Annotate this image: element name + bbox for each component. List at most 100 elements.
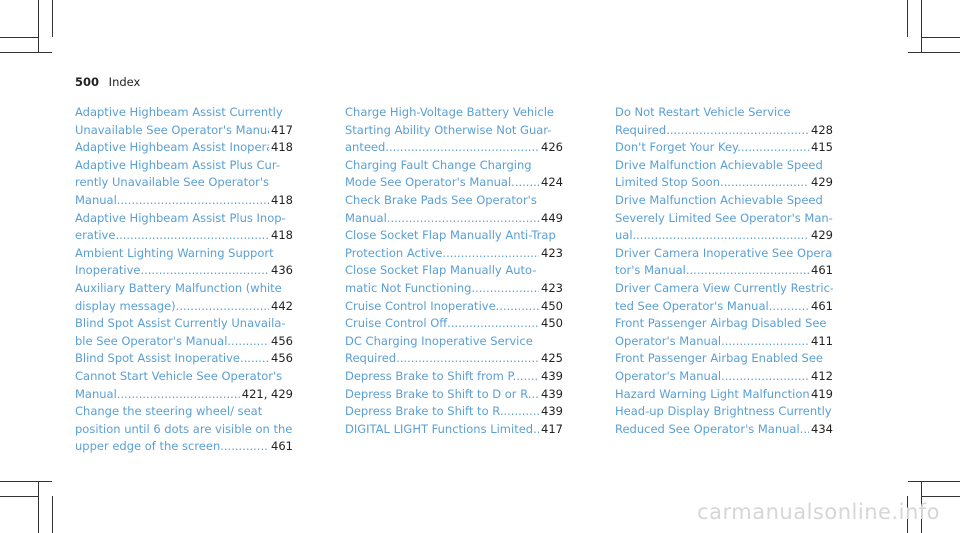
index-entry[interactable]: Drive Malfunction Achievable Speed Limite… (615, 157, 833, 192)
crop-mark (0, 496, 38, 497)
index-entry[interactable]: Depress Brake to Shift from P...........… (345, 367, 563, 386)
index-entry[interactable]: Cruise Control Inoperative..............… (345, 297, 563, 316)
index-entry[interactable]: DC Charging Inoperative Service Required.… (345, 333, 563, 368)
page-reference: 442 (269, 297, 293, 316)
crop-mark (38, 0, 39, 52)
entry-text: Drive Malfunction Achievable Speed (615, 192, 823, 207)
index-entry[interactable]: Cruise Control Off......................… (345, 315, 563, 333)
crop-mark (922, 496, 960, 497)
index-entry[interactable]: Charging Fault Change Charging Mode See O… (345, 157, 563, 192)
page-reference: 423 (539, 279, 563, 298)
page-reference: 417 (539, 420, 563, 439)
entry-text: Unavailable See Operator's Manual (75, 122, 278, 137)
entry-text: upper edge of the screen (75, 439, 221, 454)
page-reference: 436 (269, 262, 293, 280)
page-reference: 418 (269, 227, 293, 245)
entry-text: tor's Manual (615, 263, 686, 278)
index-entry[interactable]: Depress Brake to Shift to R.............… (345, 403, 563, 421)
index-entry[interactable]: Blind Spot Assist Currently Unavaila-ble… (75, 315, 293, 351)
entry-text: anteed (345, 140, 386, 155)
index-entry[interactable]: Close Socket Flap Manually Anti-Trap Prot… (345, 227, 563, 263)
entry-text: Auxiliary Battery Malfunction (white (75, 280, 282, 295)
crop-mark (38, 481, 39, 533)
entry-text: Depress Brake to Shift to D or R (345, 386, 528, 401)
leader-dots: ........................................… (396, 351, 563, 366)
entry-text: ble See Operator's Manual (75, 333, 228, 348)
index-entry[interactable]: Adaptive Highbeam Assist Plus Inop-erati… (75, 210, 293, 245)
index-column-3: Do Not Restart Vehicle Service Required..… (615, 104, 833, 439)
leader-dots: ........................................… (666, 122, 833, 137)
entry-text: Protection Active (345, 245, 443, 260)
page-reference: 424 (539, 174, 563, 192)
page-title: Index (108, 75, 141, 89)
entry-text: rently Unavailable See Operator's (75, 175, 270, 190)
index-entry[interactable]: Charge High-Voltage Battery Vehicle Start… (345, 104, 563, 157)
index-entry[interactable]: Adaptive Highbeam Assist Inoperative....… (75, 139, 293, 157)
index-entry[interactable]: Adaptive Highbeam Assist Plus Cur-rently… (75, 157, 293, 210)
page-reference: 415 (809, 139, 833, 157)
entry-text: position until 6 dots are visible on the (75, 421, 293, 436)
crop-mark (922, 37, 960, 38)
entry-text: Manual (75, 386, 117, 401)
index-entry[interactable]: Driver Camera View Currently Restric-ted… (615, 280, 833, 316)
entry-text: DIGITAL LIGHT Functions Limited (345, 421, 534, 436)
entry-text: Severely Limited See Operator's Man- (615, 210, 833, 225)
leader-dots: ........................................… (447, 316, 563, 331)
page-reference: 423 (539, 244, 563, 263)
page-reference: 449 (539, 209, 563, 228)
leader-dots: ........................................… (685, 263, 833, 278)
index-entry[interactable]: DIGITAL LIGHT Functions Limited.........… (345, 420, 563, 439)
watermark: carmanualsonline.info (697, 500, 940, 524)
entry-text: Inoperative (75, 263, 141, 278)
entry-text: Cruise Control Off (345, 316, 448, 331)
crop-mark (0, 481, 52, 482)
index-entry[interactable]: Depress Brake to Shift to D or R........… (345, 385, 563, 404)
entry-text: Adaptive Highbeam Assist Plus Inop- (75, 210, 286, 225)
entry-text: Charge High-Voltage Battery Vehicle (345, 105, 554, 119)
page-reference: 428 (809, 121, 833, 140)
crop-mark (908, 481, 960, 482)
entry-text: erative (75, 228, 116, 243)
index-entry[interactable]: Ambient Lighting Warning Support Inoperat… (75, 245, 293, 280)
index-entry[interactable]: Cannot Start Vehicle See Operator's Manua… (75, 368, 293, 404)
page-reference: 425 (539, 350, 563, 368)
page-reference: 412 (809, 367, 833, 386)
entry-text: Starting Ability Otherwise Not Guar- (345, 122, 552, 137)
entry-text: Adaptive Highbeam Assist Currently (75, 105, 283, 119)
entry-text: Close Socket Flap Manually Auto- (345, 263, 537, 278)
entry-text: Limited Stop Soon (615, 175, 720, 190)
index-entry[interactable]: Drive Malfunction Achievable Speed Severe… (615, 192, 833, 245)
index-entry[interactable]: Do Not Restart Vehicle Service Required..… (615, 104, 833, 140)
page-reference: 450 (539, 297, 563, 316)
entry-text: Blind Spot Assist Inoperative (75, 351, 240, 366)
index-entry[interactable]: Head-up Display Brightness Currently Redu… (615, 403, 833, 439)
index-entry[interactable]: Blind Spot Assist Inoperative...........… (75, 350, 293, 368)
entry-text: Don't Forget Your Key (615, 140, 738, 155)
index-entry[interactable]: Close Socket Flap Manually Auto-matic No… (345, 262, 563, 298)
leader-dots: ........................................… (115, 228, 293, 243)
index-entry[interactable]: Auxiliary Battery Malfunction (white disp… (75, 280, 293, 316)
page-reference: 461 (809, 262, 833, 280)
leader-dots: ........................................… (442, 245, 563, 260)
page-reference: 456 (269, 350, 293, 368)
index-entry[interactable]: Front Passenger Airbag Enabled See Operat… (615, 350, 833, 386)
page-reference: 434 (809, 420, 833, 439)
index-entry[interactable]: Check Brake Pads See Operator's Manual...… (345, 192, 563, 228)
leader-dots: ........................................… (632, 228, 833, 243)
entry-text: Close Socket Flap Manually Anti-Trap (345, 228, 556, 243)
entry-text: Front Passenger Airbag Enabled See (615, 351, 823, 366)
index-entry[interactable]: Don't Forget Your Key...................… (615, 139, 833, 157)
leader-dots: ........................................… (721, 333, 833, 348)
entry-text: Mode See Operator's Manual (345, 175, 512, 190)
leader-dots: ........................................… (720, 175, 833, 190)
index-entry[interactable]: Driver Camera Inoperative See Opera-tor'… (615, 245, 833, 280)
entry-text: Operator's Manual (615, 368, 722, 383)
index-entry[interactable]: Front Passenger Airbag Disabled See Opera… (615, 315, 833, 351)
index-entry[interactable]: Adaptive Highbeam Assist Currently Unavai… (75, 104, 293, 140)
index-entry[interactable]: Change the steering wheel/ seat position … (75, 403, 293, 456)
entry-text: Ambient Lighting Warning Support (75, 245, 274, 260)
page-reference: 461 (809, 297, 833, 316)
entry-text: Cruise Control Inoperative (345, 298, 496, 313)
entry-text: Front Passenger Airbag Disabled See (615, 316, 827, 331)
index-entry[interactable]: Hazard Warning Light Malfunction........… (615, 385, 833, 404)
